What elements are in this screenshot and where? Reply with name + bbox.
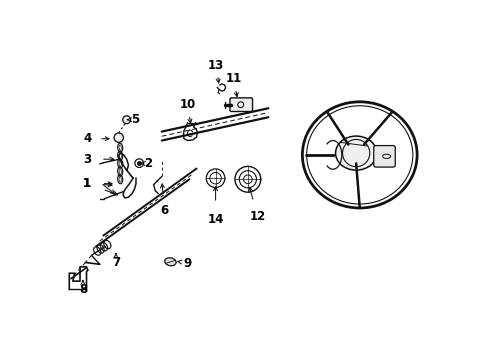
Text: 11: 11 bbox=[225, 72, 242, 85]
FancyBboxPatch shape bbox=[374, 145, 395, 167]
Text: 9: 9 bbox=[183, 257, 192, 270]
Text: 5: 5 bbox=[131, 113, 140, 126]
Text: 2: 2 bbox=[144, 157, 152, 170]
FancyBboxPatch shape bbox=[230, 98, 252, 112]
Text: 12: 12 bbox=[249, 210, 266, 223]
Text: 1: 1 bbox=[83, 177, 91, 190]
Circle shape bbox=[238, 102, 244, 108]
Ellipse shape bbox=[165, 258, 176, 266]
Text: 8: 8 bbox=[79, 283, 87, 296]
Text: 10: 10 bbox=[179, 98, 196, 111]
Text: 1: 1 bbox=[83, 177, 91, 190]
Text: 7: 7 bbox=[112, 256, 120, 269]
Circle shape bbox=[114, 133, 123, 142]
Text: 13: 13 bbox=[208, 59, 224, 72]
Text: 6: 6 bbox=[160, 204, 169, 217]
Circle shape bbox=[122, 116, 131, 124]
Ellipse shape bbox=[336, 136, 377, 170]
Text: 14: 14 bbox=[207, 213, 224, 226]
Text: 3: 3 bbox=[83, 153, 91, 166]
Text: 4: 4 bbox=[83, 132, 91, 145]
